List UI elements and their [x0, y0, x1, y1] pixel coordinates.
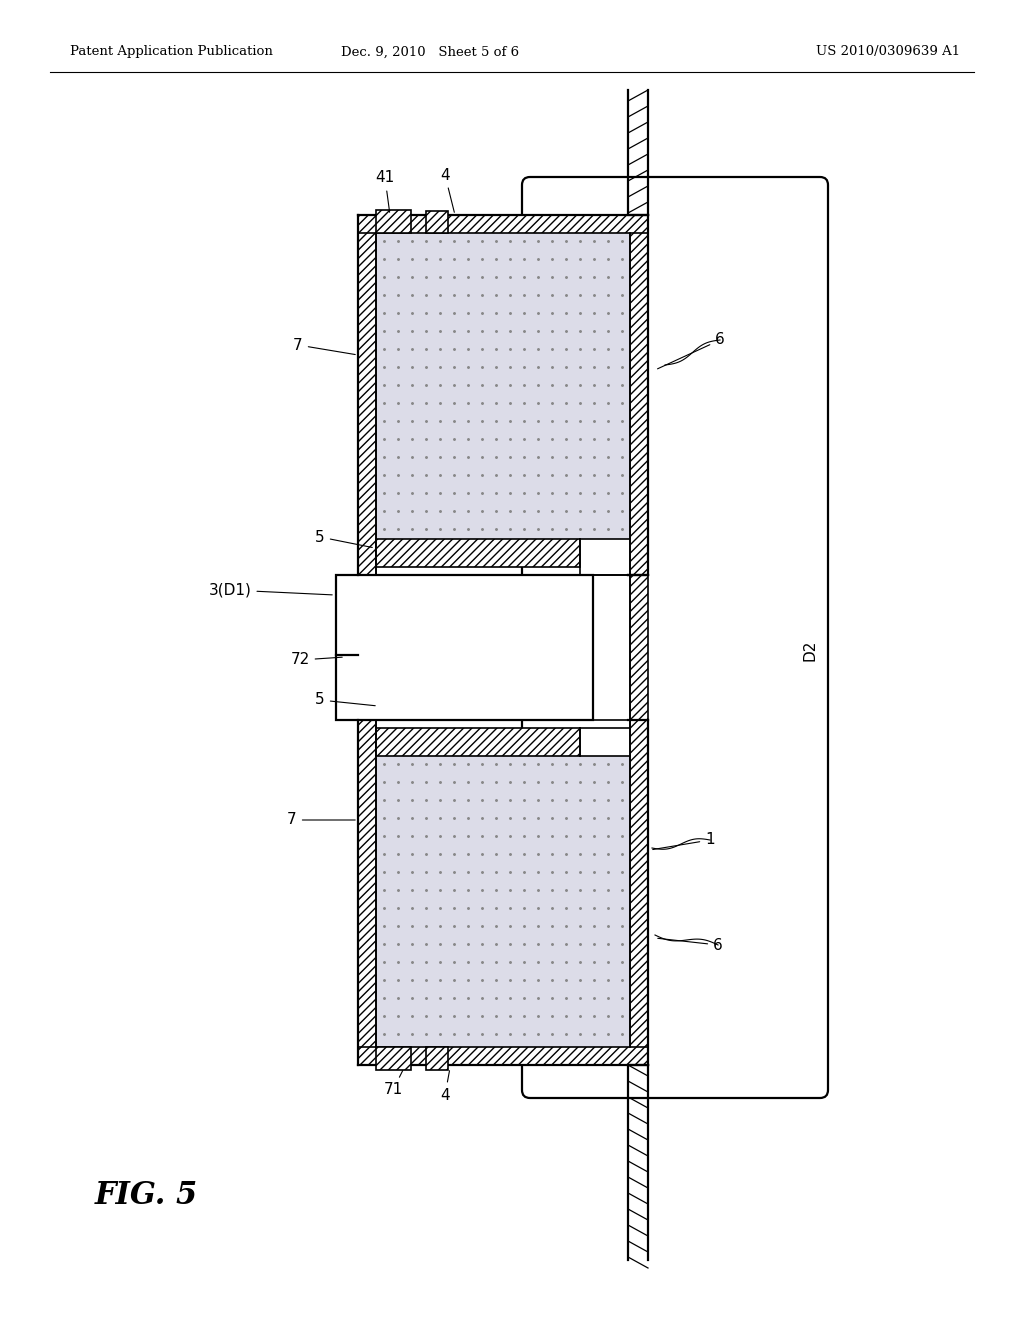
Text: FIG. 5: FIG. 5 [95, 1180, 199, 1210]
Bar [358, 719, 376, 1065]
Text: 5: 5 [315, 693, 375, 708]
Text: 6: 6 [657, 333, 725, 368]
Text: US 2010/0309639 A1: US 2010/0309639 A1 [816, 45, 961, 58]
Text: Dec. 9, 2010   Sheet 5 of 6: Dec. 9, 2010 Sheet 5 of 6 [341, 45, 519, 58]
Text: 7: 7 [287, 813, 355, 828]
Text: 1: 1 [652, 833, 715, 850]
Text: 5: 5 [315, 529, 373, 548]
Bar [630, 576, 648, 719]
Text: 72: 72 [291, 652, 342, 668]
Bar [630, 215, 648, 576]
Text: 6: 6 [657, 937, 723, 953]
Bar [376, 234, 630, 539]
Text: 4: 4 [440, 168, 455, 213]
Bar [376, 210, 411, 234]
Bar [358, 1047, 648, 1065]
Bar [376, 729, 580, 756]
Bar [376, 1047, 411, 1071]
Bar [426, 1047, 449, 1071]
Text: 4: 4 [440, 1071, 450, 1102]
Bar [426, 211, 449, 234]
Text: 3(D1): 3(D1) [209, 582, 332, 598]
Bar [630, 719, 648, 1065]
Bar [376, 756, 630, 1047]
Bar [358, 215, 376, 576]
Bar [336, 576, 593, 719]
Text: D2: D2 [803, 639, 817, 661]
FancyBboxPatch shape [522, 177, 828, 1098]
Bar [358, 215, 648, 234]
Text: Patent Application Publication: Patent Application Publication [70, 45, 272, 58]
Bar [376, 539, 580, 568]
Text: 71: 71 [383, 1071, 402, 1097]
Text: 41: 41 [376, 170, 394, 213]
Text: 7: 7 [293, 338, 355, 355]
